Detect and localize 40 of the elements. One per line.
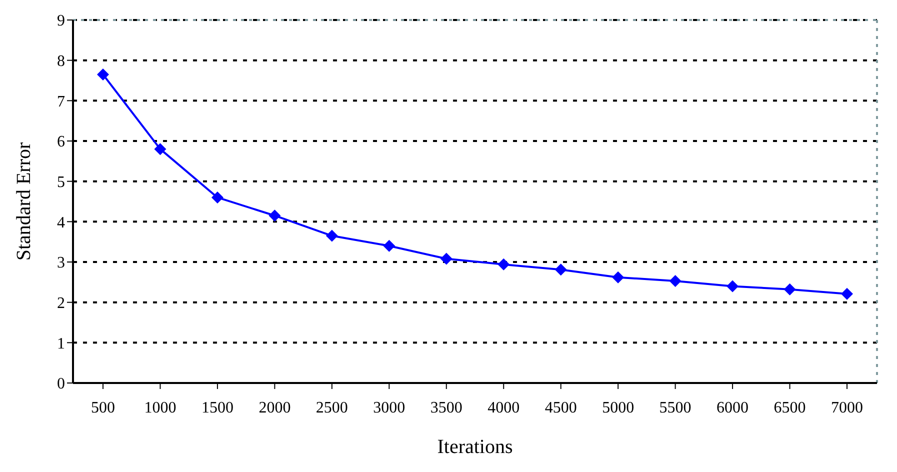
x-tick-label: 3000 xyxy=(373,399,406,416)
y-tick-label: 7 xyxy=(57,93,65,110)
y-tick-label: 3 xyxy=(57,254,65,272)
x-tick-label: 6000 xyxy=(716,399,749,416)
x-tick-label: 5500 xyxy=(659,399,692,416)
y-tick-label: 6 xyxy=(57,134,65,151)
x-tick-label: 3500 xyxy=(430,399,462,416)
point xyxy=(440,252,452,265)
x-tick-label: 500 xyxy=(91,399,115,416)
point xyxy=(841,288,853,300)
point xyxy=(726,280,739,292)
x-tick-label: 4500 xyxy=(544,399,577,416)
y-tick-label: 0 xyxy=(57,376,65,393)
y-tick-label: 2 xyxy=(57,295,65,312)
point xyxy=(498,258,510,270)
point xyxy=(211,191,224,204)
point xyxy=(326,230,338,242)
y-tick-label: 4 xyxy=(57,214,65,232)
y-axis-title: Standard Error xyxy=(13,142,36,261)
x-tick-label: 1000 xyxy=(144,399,176,416)
point xyxy=(669,274,682,287)
x-tick-label: 2500 xyxy=(316,399,348,416)
y-tick-label: 1 xyxy=(57,335,65,352)
x-tick-label: 7000 xyxy=(831,399,863,416)
point xyxy=(784,283,796,296)
y-tick-label: 8 xyxy=(57,53,65,70)
point xyxy=(383,240,396,252)
x-axis-title: Iterations xyxy=(437,436,513,458)
point xyxy=(154,143,166,156)
y-tick-label: 5 xyxy=(57,174,65,192)
point xyxy=(97,68,109,80)
x-tick-label: 6500 xyxy=(774,399,806,416)
point xyxy=(268,210,281,222)
x-tick-label: 5000 xyxy=(602,399,634,416)
point xyxy=(612,271,624,284)
x-tick-label: 4000 xyxy=(488,399,520,416)
x-tick-label: 1500 xyxy=(201,399,234,416)
y-tick-label: 9 xyxy=(57,12,65,30)
x-tick-label: 2000 xyxy=(258,399,291,416)
point xyxy=(554,264,567,276)
